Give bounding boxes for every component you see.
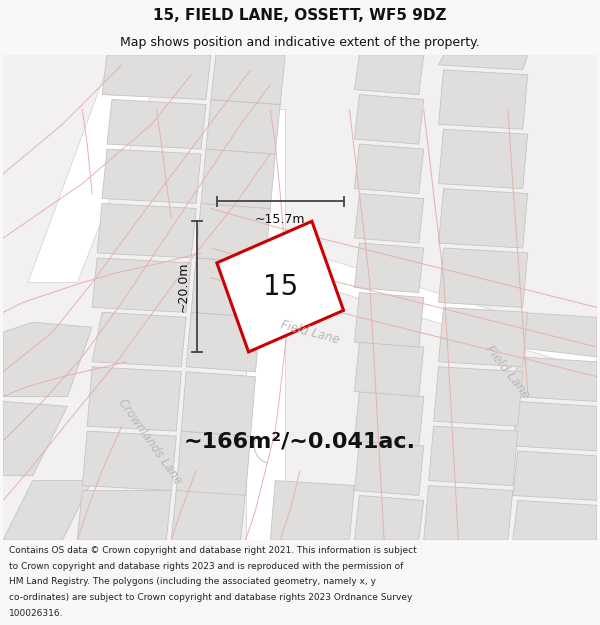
Polygon shape (186, 312, 260, 372)
Polygon shape (355, 243, 424, 292)
Text: 15, FIELD LANE, OSSETT, WF5 9DZ: 15, FIELD LANE, OSSETT, WF5 9DZ (153, 8, 447, 23)
Polygon shape (271, 481, 355, 540)
Polygon shape (3, 481, 92, 540)
Polygon shape (3, 55, 597, 540)
Text: Field Lane: Field Lane (279, 318, 341, 346)
Text: HM Land Registry. The polygons (including the associated geometry, namely x, y: HM Land Registry. The polygons (includin… (9, 578, 376, 586)
Polygon shape (102, 149, 201, 204)
Polygon shape (102, 55, 211, 99)
Polygon shape (439, 129, 527, 189)
Polygon shape (424, 486, 513, 540)
Polygon shape (439, 308, 527, 367)
Polygon shape (355, 342, 424, 396)
Polygon shape (513, 312, 597, 357)
Polygon shape (513, 401, 597, 451)
Polygon shape (355, 391, 424, 446)
Text: ~20.0m: ~20.0m (176, 261, 189, 312)
Polygon shape (87, 367, 181, 431)
Polygon shape (181, 372, 256, 436)
Polygon shape (172, 491, 245, 540)
Polygon shape (355, 292, 424, 347)
Polygon shape (513, 501, 597, 540)
Polygon shape (355, 94, 424, 144)
Polygon shape (211, 223, 597, 372)
Polygon shape (428, 426, 518, 486)
Polygon shape (355, 55, 424, 94)
Text: Crownlands Lane: Crownlands Lane (115, 396, 184, 486)
Text: ~15.7m: ~15.7m (255, 213, 305, 226)
Polygon shape (92, 312, 186, 367)
Text: ~166m²/~0.041ac.: ~166m²/~0.041ac. (184, 431, 416, 451)
Polygon shape (28, 55, 166, 282)
Polygon shape (513, 451, 597, 501)
Polygon shape (211, 55, 285, 104)
Polygon shape (439, 189, 527, 248)
Polygon shape (107, 99, 206, 149)
Polygon shape (355, 496, 424, 540)
Polygon shape (191, 258, 265, 318)
Polygon shape (355, 441, 424, 496)
Polygon shape (196, 204, 271, 263)
Polygon shape (97, 204, 196, 258)
Text: Map shows position and indicative extent of the property.: Map shows position and indicative extent… (120, 36, 480, 49)
Polygon shape (439, 248, 527, 308)
Polygon shape (439, 55, 527, 70)
Text: co-ordinates) are subject to Crown copyright and database rights 2023 Ordnance S: co-ordinates) are subject to Crown copyr… (9, 593, 412, 602)
Polygon shape (82, 431, 176, 491)
Text: to Crown copyright and database rights 2023 and is reproduced with the permissio: to Crown copyright and database rights 2… (9, 562, 403, 571)
Polygon shape (513, 357, 597, 401)
Polygon shape (217, 221, 344, 352)
Polygon shape (439, 70, 527, 129)
Polygon shape (245, 109, 285, 540)
Polygon shape (434, 367, 523, 426)
Polygon shape (355, 194, 424, 243)
Text: 15: 15 (263, 272, 298, 301)
Polygon shape (355, 144, 424, 194)
Polygon shape (92, 258, 191, 312)
Polygon shape (3, 401, 67, 476)
Polygon shape (3, 322, 92, 396)
Polygon shape (206, 99, 280, 154)
Polygon shape (176, 431, 251, 496)
Polygon shape (201, 149, 275, 208)
Text: Field Lane: Field Lane (483, 342, 533, 401)
Text: 100026316.: 100026316. (9, 609, 64, 618)
Polygon shape (77, 491, 172, 540)
Text: Contains OS data © Crown copyright and database right 2021. This information is : Contains OS data © Crown copyright and d… (9, 546, 417, 555)
